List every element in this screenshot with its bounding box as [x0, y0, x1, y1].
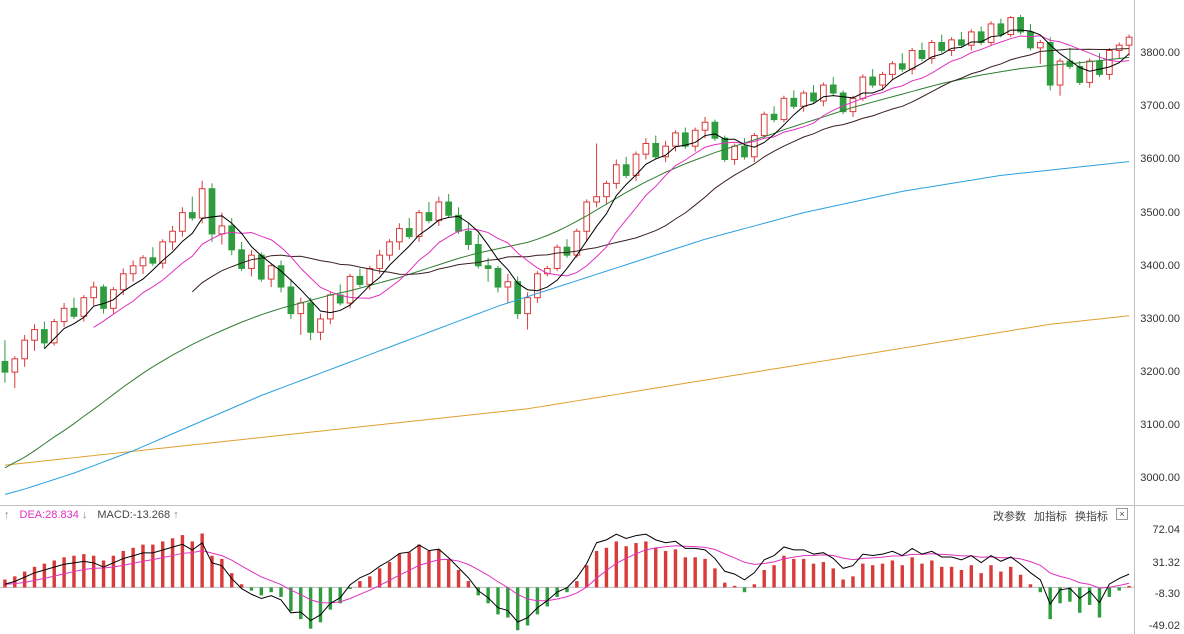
price-ytick: 3000.00 [1140, 472, 1180, 484]
indicator-actions: 改参数 加指标 换指标 × [993, 508, 1128, 524]
price-ytick: 3500.00 [1140, 207, 1180, 219]
macd-ytick: -49.02 [1149, 620, 1180, 632]
indicator-bar: ↑ DEA:28.834 ↓ MACD:-13.268 ↑ [0, 506, 1134, 524]
price-high-annotation: 3870.90 [991, 0, 1031, 3]
macd-label: MACD:-13.268 ↑ [97, 506, 178, 524]
price-panel[interactable]: 3870.90 3000.00 3100.00 3200.00 3300.00 3400… [0, 0, 1184, 505]
price-plot[interactable]: 3870.90 [0, 0, 1134, 505]
action-swap-indicator[interactable]: 换指标 [1075, 508, 1108, 524]
macd-arrow: ↑ [173, 509, 179, 521]
price-y-axis: 3000.00 3100.00 3200.00 3300.00 3400.00 3500.… [1134, 0, 1184, 505]
macd-panel[interactable]: ↑ DEA:28.834 ↓ MACD:-13.268 ↑ 改参数 加指标 换指… [0, 505, 1184, 634]
price-ytick: 3100.00 [1140, 419, 1180, 431]
price-ytick: 3300.00 [1140, 313, 1180, 325]
macd-ytick: -8.30 [1155, 588, 1180, 600]
dif-prefix-arrow: ↑ [4, 506, 10, 524]
price-ytick: 3400.00 [1140, 260, 1180, 272]
chart-root: 3870.90 3000.00 3100.00 3200.00 3300.00 3400… [0, 0, 1184, 634]
price-ytick: 3800.00 [1140, 47, 1180, 59]
macd-y-axis: 72.04 31.32 -8.30 -49.02 [1134, 506, 1184, 634]
action-edit-params[interactable]: 改参数 [993, 508, 1026, 524]
macd-svg [0, 524, 1134, 634]
price-ytick: 3700.00 [1140, 100, 1180, 112]
price-svg [0, 0, 1134, 505]
action-add-indicator[interactable]: 加指标 [1034, 508, 1067, 524]
price-ytick: 3600.00 [1140, 153, 1180, 165]
price-ytick: 3200.00 [1140, 366, 1180, 378]
annotation-text: 3870.90 [991, 0, 1031, 3]
dea-arrow: ↓ [82, 509, 88, 521]
macd-ytick: 31.32 [1152, 557, 1180, 569]
dea-label: DEA:28.834 ↓ [20, 506, 88, 524]
macd-plot[interactable] [0, 524, 1134, 634]
close-icon[interactable]: × [1116, 508, 1128, 520]
macd-ytick: 72.04 [1152, 524, 1180, 536]
